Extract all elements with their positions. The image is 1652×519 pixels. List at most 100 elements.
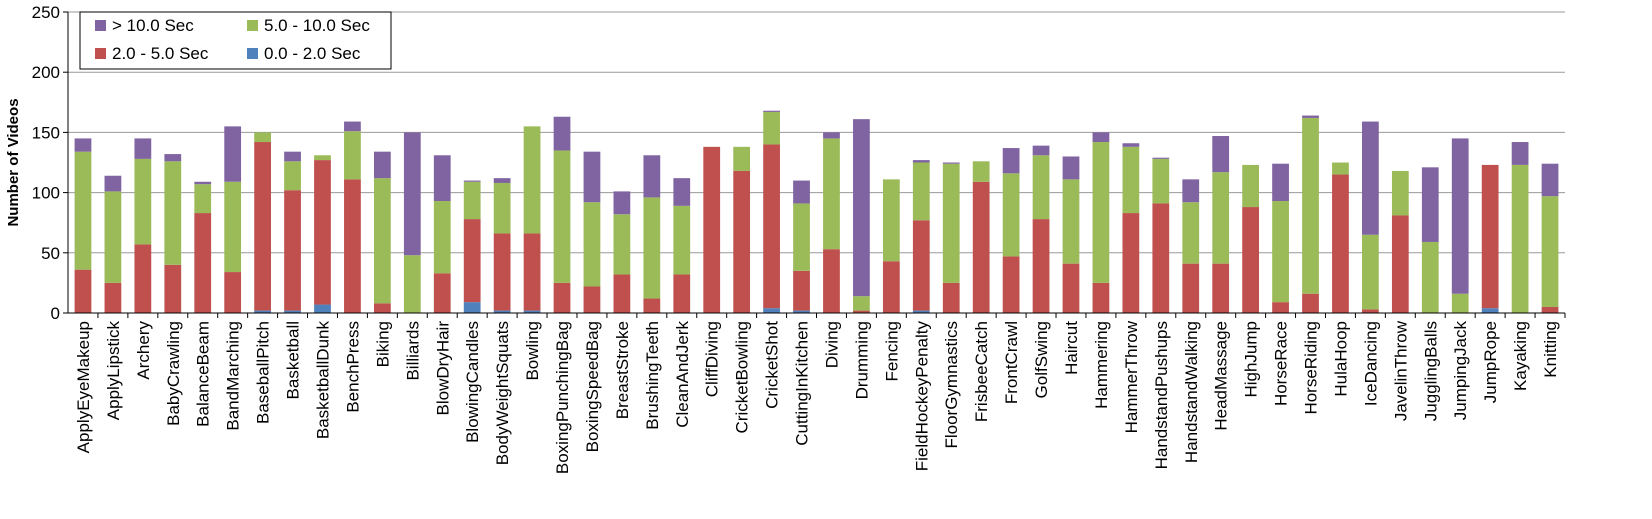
bar-segment xyxy=(194,213,212,313)
bar-segment xyxy=(344,179,361,313)
bar-segment xyxy=(194,181,212,185)
x-tick-label: HammerThrow xyxy=(1122,320,1141,433)
bar-segment xyxy=(403,132,421,256)
bar-segment xyxy=(1541,163,1559,197)
x-tick-label: HighJump xyxy=(1242,321,1261,398)
bar-segment xyxy=(853,296,870,311)
y-tick-label: 50 xyxy=(41,244,60,263)
bar-segment xyxy=(912,162,930,221)
bar-segment xyxy=(643,197,661,299)
bar-segment xyxy=(1511,164,1529,313)
bar-segment xyxy=(433,155,451,202)
bar-segment xyxy=(853,119,870,297)
bar-segment xyxy=(284,161,301,191)
bar-segment xyxy=(373,178,391,304)
x-tick-label: CricketShot xyxy=(763,321,782,409)
legend-label: 5.0 - 10.0 Sec xyxy=(264,16,370,35)
bar-segment xyxy=(1062,156,1080,180)
x-tick-label: BrushingTeeth xyxy=(643,321,662,430)
bar-segment xyxy=(1092,282,1110,313)
bar-segment xyxy=(1092,142,1110,283)
x-tick-label: BlowingCandles xyxy=(463,321,482,443)
bar-segment xyxy=(1032,145,1050,156)
x-tick-label: Hammering xyxy=(1092,321,1111,409)
legend-label: 2.0 - 5.0 Sec xyxy=(112,44,209,63)
bar-segment xyxy=(1092,132,1110,143)
legend-box xyxy=(79,11,392,70)
bar-segment xyxy=(1062,179,1080,264)
legend-label: 0.0 - 2.0 Sec xyxy=(264,44,361,63)
x-tick-label: HulaHoop xyxy=(1331,321,1350,397)
bar-segment xyxy=(1332,162,1349,175)
bar-segment xyxy=(463,180,481,182)
x-tick-label: BandMarching xyxy=(224,321,243,431)
y-tick-label: 0 xyxy=(51,304,60,323)
bar-segment xyxy=(1242,164,1260,208)
x-tick-label: CliffDiving xyxy=(703,321,722,397)
bar-segment xyxy=(553,116,571,151)
bar-segment xyxy=(1212,172,1230,264)
x-tick-label: Billiards xyxy=(403,321,422,381)
x-tick-label: BlowDryHair xyxy=(433,321,452,416)
x-tick-label: Haircut xyxy=(1062,321,1081,375)
bar-segment xyxy=(493,178,511,183)
bar-segment xyxy=(463,181,481,220)
bar-segment xyxy=(823,138,840,250)
bar-segment xyxy=(463,302,481,313)
bar-segment xyxy=(134,138,152,159)
x-tick-label: JavelinThrow xyxy=(1391,320,1410,421)
bar-segment xyxy=(284,310,301,313)
bar-segment xyxy=(553,282,571,313)
bar-segment xyxy=(433,201,451,274)
x-tick-label: BodyWeightSquats xyxy=(493,321,512,465)
x-tick-label: BabyCrawling xyxy=(164,321,183,426)
bar-segment xyxy=(344,131,361,180)
y-tick-label: 100 xyxy=(32,184,60,203)
x-tick-label: FrontCrawl xyxy=(1002,321,1021,404)
x-tick-label: BalanceBeam xyxy=(194,321,213,427)
bar-segment xyxy=(613,274,631,313)
x-tick-label: BenchPress xyxy=(343,321,362,413)
bar-segment xyxy=(314,160,331,305)
bar-segment xyxy=(613,191,631,215)
bar-segment xyxy=(1152,203,1170,313)
bar-segment xyxy=(1391,215,1409,313)
bar-segment xyxy=(1421,241,1439,313)
bar-segment xyxy=(733,146,751,171)
bar-segment xyxy=(583,202,601,287)
x-tick-label: JugglingBalls xyxy=(1421,321,1440,421)
x-tick-label: IceDancing xyxy=(1361,321,1380,406)
legend: > 10.0 Sec 5.0 - 10.0 Sec 2.0 - 5.0 Sec 0.0… xyxy=(79,11,392,70)
bar-segment xyxy=(1122,213,1140,313)
bar-segment xyxy=(164,161,182,265)
bar-segment xyxy=(1302,293,1319,313)
bar-segment xyxy=(254,132,271,143)
bar-segment xyxy=(1421,167,1439,242)
bar-segment xyxy=(1032,219,1050,313)
bar-segment xyxy=(763,144,780,309)
legend-swatch xyxy=(95,20,106,31)
bar-segment xyxy=(1451,293,1469,313)
bar-segment xyxy=(703,146,721,313)
bar-segment xyxy=(1122,143,1140,147)
x-tick-label: Drumming xyxy=(852,321,871,399)
bar-segment xyxy=(673,274,691,313)
bar-segment xyxy=(433,273,451,313)
x-tick-label: HeadMassage xyxy=(1212,321,1231,431)
bar-segment xyxy=(673,205,691,275)
bar-segment xyxy=(104,282,122,313)
bar-segment xyxy=(1152,158,1170,204)
x-tick-label: Diving xyxy=(822,321,841,368)
bar-segment xyxy=(942,282,960,313)
bar-segment xyxy=(793,203,810,271)
bar-segment xyxy=(164,154,182,162)
x-tick-label: HorseRiding xyxy=(1302,321,1321,415)
bar-segment xyxy=(1002,173,1020,257)
x-tick-label: BreastStroke xyxy=(613,321,632,419)
bar-segment xyxy=(523,310,541,313)
bar-segment xyxy=(1451,138,1469,294)
bar-segment xyxy=(1212,263,1230,313)
bar-segment xyxy=(523,233,541,311)
bar-segment xyxy=(853,310,870,313)
bar-segment xyxy=(224,272,242,313)
